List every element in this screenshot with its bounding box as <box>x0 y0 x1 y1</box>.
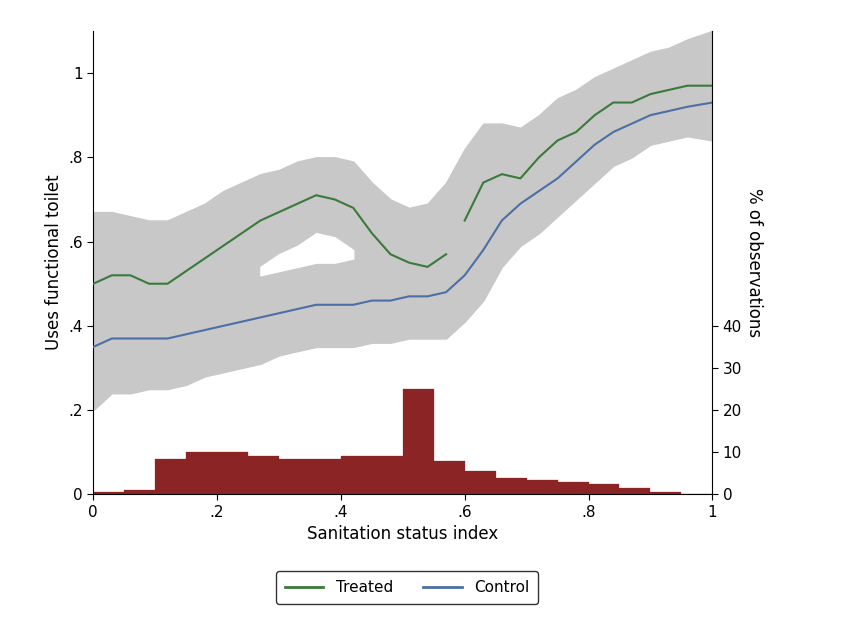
Bar <box>217 452 248 494</box>
Bar <box>403 389 433 494</box>
X-axis label: Sanitation status index: Sanitation status index <box>307 525 499 543</box>
Bar <box>619 488 650 494</box>
Bar <box>433 460 465 494</box>
Bar <box>124 490 155 494</box>
Bar <box>279 459 310 494</box>
Bar <box>371 457 403 494</box>
Bar <box>155 459 186 494</box>
Bar <box>93 493 124 494</box>
Bar <box>465 471 495 494</box>
Bar <box>341 457 371 494</box>
Bar <box>589 484 619 494</box>
Y-axis label: % of observations: % of observations <box>745 188 763 337</box>
Bar <box>248 457 279 494</box>
Bar <box>557 482 589 494</box>
Y-axis label: Uses functional toilet: Uses functional toilet <box>45 175 63 350</box>
Bar <box>186 452 217 494</box>
Bar <box>310 459 341 494</box>
Legend: Treated, Control: Treated, Control <box>276 571 538 604</box>
Bar <box>527 480 557 494</box>
Bar <box>650 493 681 494</box>
Bar <box>495 478 527 494</box>
